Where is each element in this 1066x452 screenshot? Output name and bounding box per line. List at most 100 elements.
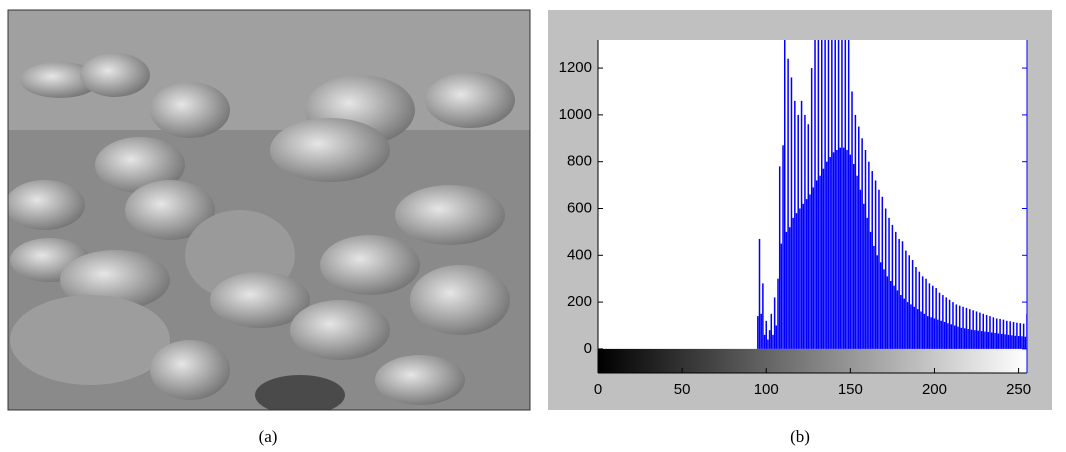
bar (768, 330, 771, 349)
bar (757, 316, 759, 349)
bar (817, 40, 820, 349)
bar (999, 318, 1001, 349)
bar (1024, 336, 1027, 349)
bar (997, 333, 1000, 349)
bar (863, 203, 865, 349)
bar (889, 281, 892, 349)
bar (829, 157, 831, 349)
bar (878, 189, 880, 349)
bar (935, 288, 937, 349)
bar (758, 238, 761, 349)
bar (937, 319, 939, 349)
bar (842, 147, 845, 349)
bar (851, 91, 853, 349)
bar (807, 124, 810, 349)
bar (1002, 319, 1005, 349)
bar (841, 40, 843, 349)
y-tick-label: 0 (584, 340, 592, 357)
bar (920, 311, 922, 349)
bar (847, 40, 850, 349)
bar (1019, 323, 1022, 349)
bar (974, 330, 976, 349)
bar (849, 154, 852, 349)
bars (757, 40, 1027, 349)
bar (884, 208, 887, 349)
bar (810, 68, 813, 349)
bar (911, 259, 914, 349)
photo-border (7, 9, 531, 411)
bar (900, 295, 902, 349)
bar (834, 40, 836, 349)
bar (1006, 320, 1008, 349)
bar (921, 276, 924, 349)
bar (1016, 322, 1018, 349)
x-tick-label: 150 (838, 381, 863, 398)
bar (787, 58, 789, 349)
bar (773, 297, 776, 349)
x-tick-label: 250 (1006, 381, 1031, 398)
bar (898, 238, 900, 349)
bar (942, 295, 944, 349)
bar (1007, 334, 1010, 349)
colorbar (598, 348, 1027, 373)
bar (852, 164, 855, 349)
bar (928, 283, 931, 349)
bar (873, 245, 875, 349)
bar (876, 255, 879, 349)
bar (772, 334, 774, 349)
bar (854, 114, 857, 349)
bar (965, 307, 968, 349)
bar (1012, 321, 1015, 349)
bar (778, 166, 781, 349)
bar (785, 231, 788, 349)
bar (871, 171, 873, 349)
bar (804, 114, 806, 349)
bar (950, 324, 953, 349)
bar (945, 297, 948, 349)
bar (868, 161, 870, 349)
bar (809, 194, 811, 349)
bar (1011, 335, 1013, 349)
bar (886, 276, 889, 349)
bar (948, 299, 951, 349)
bar (952, 302, 954, 349)
bar (947, 323, 949, 349)
bar (940, 320, 942, 349)
bar (765, 320, 767, 349)
bar (836, 149, 838, 349)
bar (799, 208, 801, 349)
bar (864, 149, 867, 349)
bar (972, 310, 974, 349)
bar (822, 168, 825, 349)
bar (802, 203, 805, 349)
bar (820, 40, 823, 349)
bar (960, 327, 963, 349)
bar (770, 313, 773, 349)
bar (869, 231, 872, 349)
y-tick-label: 1000 (559, 106, 592, 123)
bar (827, 40, 830, 349)
bar (824, 40, 826, 349)
bar (800, 100, 803, 349)
bar (926, 316, 929, 349)
bar (1004, 334, 1006, 349)
bar (782, 145, 784, 349)
caption: (a) (259, 427, 278, 446)
bar (883, 269, 885, 349)
bar (932, 285, 934, 349)
bar (812, 187, 815, 349)
plot-area (598, 40, 1027, 373)
bar (995, 318, 998, 349)
bar (893, 285, 895, 349)
bar (795, 213, 798, 349)
y-tick-label: 800 (567, 153, 592, 170)
bar (990, 332, 993, 349)
bar (918, 271, 921, 349)
bar (901, 241, 904, 349)
bar (856, 175, 858, 349)
bar (896, 290, 899, 349)
bar (780, 243, 783, 349)
bar (987, 332, 990, 349)
bar (775, 325, 778, 349)
